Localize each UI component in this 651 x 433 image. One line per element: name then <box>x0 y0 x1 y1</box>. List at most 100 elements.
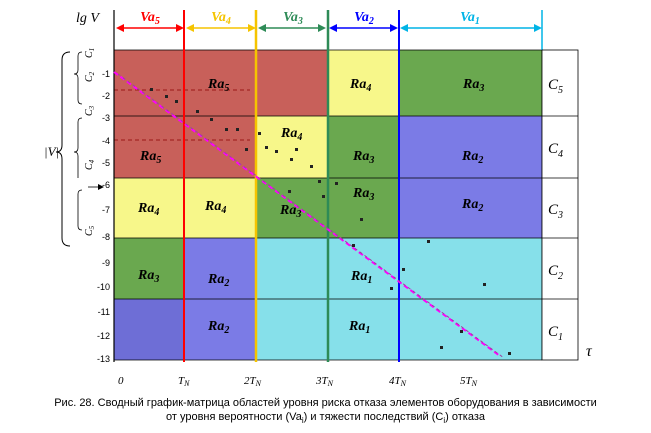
y-tick: -6 <box>102 180 110 190</box>
y-tick: -13 <box>97 354 110 364</box>
svg-text:Va1: Va1 <box>460 10 480 27</box>
data-point <box>360 218 363 221</box>
cell-label: Ra3 <box>137 268 159 285</box>
cell-labels: Ra5 Ra4 Ra3 Ra5 Ra4 Ra3 Ra2 Ra4 Ra4 Ra3 … <box>137 77 484 336</box>
x-tick: 3TN <box>315 375 334 388</box>
cell-label: Ra1 <box>348 319 370 336</box>
x-tick: 5TN <box>460 375 478 388</box>
cell-label: Ra1 <box>350 269 372 286</box>
y-tick: -4 <box>102 136 110 146</box>
cell-c4-va1 <box>399 116 542 178</box>
cell-c5-va3 <box>256 50 328 116</box>
data-point <box>275 150 278 153</box>
data-point <box>258 132 261 135</box>
data-point <box>225 128 228 131</box>
cell-c2-va4 <box>184 238 256 299</box>
zone-header-va5: Va5 <box>116 10 184 32</box>
cell-label: Ra5 <box>207 77 229 94</box>
cell-label: Ra3 <box>462 77 484 94</box>
data-point <box>210 118 213 121</box>
data-point <box>288 190 291 193</box>
cell-label: Ra4 <box>349 77 371 94</box>
zone-header-va2: Va2 <box>329 10 398 32</box>
cell-c3-va3 <box>256 178 328 238</box>
cell-label: Ra2 <box>207 319 229 336</box>
caption-line-2: от уровня вероятности (Vai) и тяжести по… <box>166 411 485 426</box>
zone-lines <box>113 10 543 362</box>
brace-sublabel: C2 <box>84 71 96 82</box>
dashed-lines <box>114 89 250 141</box>
left-brace: |V| C1 C2 C3 C4 C5 <box>44 48 104 247</box>
data-point <box>483 283 486 286</box>
severity-column: C5 C4 C3 C2 C1 <box>541 49 579 361</box>
y-tick: -3 <box>102 113 110 123</box>
data-point <box>175 100 178 103</box>
y-tick: -9 <box>102 258 110 268</box>
brace-sublabel: C3 <box>84 105 96 116</box>
cell-c5-va4 <box>184 50 256 116</box>
data-point <box>322 195 325 198</box>
figure-caption: Рис. 28. Сводный график-матрица областей… <box>0 396 651 428</box>
brace-sublabel: C5 <box>84 225 96 236</box>
severity-label-c5: C5 <box>548 77 563 96</box>
brace-label: |V| <box>44 144 59 159</box>
cell-label: Ra2 <box>461 197 483 214</box>
severity-label-c3: C3 <box>548 202 563 221</box>
data-point <box>402 268 405 271</box>
cell-label: Ra4 <box>137 201 159 218</box>
y-axis-label: lg V <box>76 11 100 26</box>
cell-label: Ra4 <box>280 126 302 143</box>
severity-label-c1: C1 <box>548 324 563 343</box>
y-ticks: -1 -2 -3 -4 -5 -6 -7 -8 -9 -10 -11 -12 -… <box>97 69 110 364</box>
y-tick: -10 <box>97 282 110 292</box>
cell-c1-va5 <box>114 299 184 360</box>
data-point <box>196 110 199 113</box>
cell-c3-va5 <box>114 178 184 238</box>
cell-c5-va5 <box>114 50 184 116</box>
cell-label: Ra2 <box>207 272 229 289</box>
zone-header-va4: Va4 <box>186 10 256 32</box>
brace-sublabel: C4 <box>84 159 96 170</box>
data-point <box>352 244 355 247</box>
svg-text:Va2: Va2 <box>354 10 374 27</box>
x-axis-label: τ <box>586 343 593 360</box>
trend-line <box>113 71 505 359</box>
cell-c4-va2 <box>328 116 399 178</box>
x-tick: TN <box>178 375 190 388</box>
svg-text:Va4: Va4 <box>211 10 231 27</box>
cell-c5-va1 <box>399 50 542 116</box>
caption-line-1: Рис. 28. Сводный график-матрица областей… <box>54 397 597 409</box>
y-tick: -2 <box>102 91 110 101</box>
severity-label-c2: C2 <box>548 263 563 282</box>
cell-label: Ra5 <box>139 149 161 166</box>
cell-c2-va5 <box>114 238 184 299</box>
matrix-cells <box>114 50 542 360</box>
svg-text:Va5: Va5 <box>140 10 160 27</box>
cell-c4-va5 <box>114 116 184 178</box>
y-tick: -1 <box>102 69 110 79</box>
x-tick: 4TN <box>389 375 407 388</box>
data-point <box>236 128 239 131</box>
data-point <box>310 165 313 168</box>
data-point <box>245 148 248 151</box>
y-tick: -11 <box>98 307 110 317</box>
cell-label: Ra3 <box>352 186 374 203</box>
data-point <box>150 88 153 91</box>
cell-label: Ra3 <box>352 149 374 166</box>
y-tick: -12 <box>97 331 110 341</box>
data-point <box>390 287 393 290</box>
x-tick: 0 <box>118 375 124 387</box>
y-tick: -8 <box>102 232 110 242</box>
cell-label: Ra2 <box>461 149 483 166</box>
data-point <box>427 240 430 243</box>
cell-c3-va1 <box>399 178 542 238</box>
cell-label: Ra3 <box>279 203 301 220</box>
data-point <box>335 182 338 185</box>
data-point <box>165 95 168 98</box>
zone-headers: Va5 Va4 Va3 Va2 <box>116 10 542 32</box>
scatter-points <box>150 88 511 355</box>
data-point <box>318 180 321 183</box>
y-tick: -7 <box>102 205 110 215</box>
cell-c5-va2 <box>328 50 399 116</box>
